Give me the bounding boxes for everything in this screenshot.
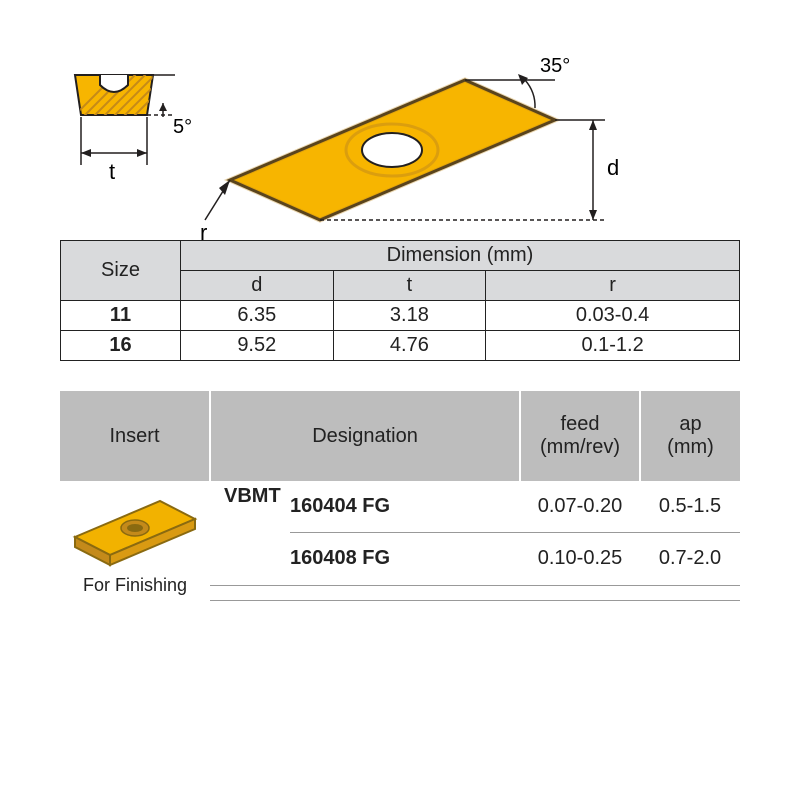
th-insert: Insert (60, 391, 210, 481)
th-ap: ap (mm) (640, 391, 740, 481)
size-table: Size Dimension (mm) d t r 11 6.35 3.18 0… (60, 240, 740, 361)
label-35deg: 35° (540, 55, 570, 77)
desig-group: VBMT (210, 481, 290, 585)
th-r: r (486, 271, 740, 301)
insert-table: Insert Designation feed (mm/rev) ap (mm)… (60, 391, 740, 601)
label-r: r (200, 220, 207, 240)
label-t: t (109, 159, 115, 184)
insert-caption: For Finishing (68, 575, 202, 596)
table-row: 16 9.52 4.76 0.1-1.2 (61, 331, 740, 361)
th-dim: Dimension (mm) (181, 241, 740, 271)
th-desig: Designation (210, 391, 520, 481)
th-t: t (333, 271, 486, 301)
insert-image-cell: For Finishing (60, 481, 210, 600)
th-feed: feed (mm/rev) (520, 391, 640, 481)
insert-diagram: 5° t 35° (60, 50, 740, 240)
table-row: For Finishing VBMT 160404 FG 0.07-0.20 0… (60, 481, 740, 533)
label-5deg: 5° (173, 116, 192, 138)
th-d: d (181, 271, 334, 301)
diagram-area: 5° t 35° (60, 50, 740, 240)
label-d: d (607, 155, 619, 180)
th-size: Size (61, 241, 181, 301)
insert-thumbnail (70, 489, 200, 569)
table-row: 11 6.35 3.18 0.03-0.4 (61, 301, 740, 331)
